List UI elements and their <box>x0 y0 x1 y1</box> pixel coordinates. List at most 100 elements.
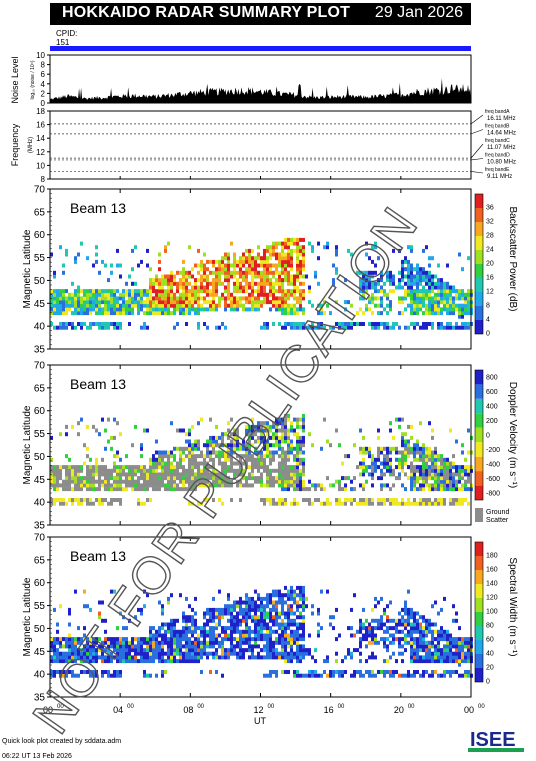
heatmap-cell <box>278 417 281 422</box>
heatmap-cell <box>419 468 422 473</box>
heatmap-cell <box>254 633 257 638</box>
heatmap-cell <box>332 278 335 283</box>
heatmap-cell <box>467 501 470 506</box>
heatmap-cell <box>74 498 77 502</box>
heatmap-cell <box>284 322 287 326</box>
heatmap-cell <box>266 424 269 429</box>
heatmap-cell <box>413 651 416 656</box>
heatmap-cell <box>266 640 269 645</box>
heatmap-cell <box>434 479 437 484</box>
heatmap-cell <box>302 622 305 627</box>
heatmap-cell <box>122 659 125 664</box>
heatmap-cell <box>395 659 398 664</box>
heatmap-cell <box>233 443 236 448</box>
heatmap-cell <box>95 322 98 326</box>
heatmap-cell <box>248 648 251 653</box>
heatmap-cell <box>434 446 437 451</box>
heatmap-cell <box>185 311 188 316</box>
heatmap-cell <box>440 281 443 286</box>
heatmap-cell <box>461 476 464 481</box>
heatmap-cell <box>131 487 134 492</box>
heatmap-cell <box>68 303 71 308</box>
heatmap-cell <box>89 655 92 660</box>
heatmap-cell <box>224 285 227 290</box>
heatmap-cell <box>110 640 113 645</box>
heatmap-cell <box>179 479 182 484</box>
heatmap-cell <box>428 303 431 308</box>
heatmap-cell <box>389 498 392 502</box>
colorbar-tick-label: 40 <box>486 651 494 658</box>
heatmap-cell <box>137 487 140 492</box>
heatmap-cell <box>443 487 446 492</box>
heatmap-cell <box>65 487 68 492</box>
heatmap-cell <box>365 270 368 275</box>
heatmap-cell <box>152 479 155 484</box>
heatmap-cell <box>437 640 440 645</box>
heatmap-cell <box>440 322 443 326</box>
heatmap-cell <box>77 468 80 473</box>
heatmap-cell <box>65 483 68 488</box>
heatmap-cell <box>239 468 242 473</box>
heatmap-cell <box>227 655 230 660</box>
heatmap-cell <box>437 457 440 462</box>
heatmap-cell <box>71 303 74 308</box>
heatmap-cell <box>428 498 431 502</box>
heatmap-cell <box>440 468 443 473</box>
heatmap-cell <box>77 648 80 653</box>
heatmap-cell <box>257 604 260 609</box>
heatmap-cell <box>263 281 266 286</box>
heatmap-cell <box>203 615 206 620</box>
heatmap-cell <box>125 465 128 470</box>
heatmap-cell <box>164 622 167 627</box>
heatmap-cell <box>440 487 443 492</box>
heatmap-cell <box>248 307 251 312</box>
heatmap-cell <box>368 450 371 455</box>
heatmap-cell <box>191 292 194 297</box>
heatmap-cell <box>290 618 293 623</box>
heatmap-cell <box>212 439 215 444</box>
heatmap-cell <box>107 325 110 330</box>
heatmap-cell <box>287 428 290 433</box>
heatmap-cell <box>140 476 143 481</box>
heatmap-cell <box>398 673 401 678</box>
heatmap-cell <box>179 629 182 634</box>
heatmap-cell <box>359 640 362 645</box>
heatmap-cell <box>185 296 188 301</box>
heatmap-cell <box>209 611 212 616</box>
heatmap-cell <box>59 604 62 609</box>
heatmap-cell <box>371 629 374 634</box>
heatmap-cell <box>374 285 377 290</box>
heatmap-cell <box>425 468 428 473</box>
heatmap-cell <box>155 472 158 477</box>
heatmap-cell <box>281 252 284 257</box>
heatmap-cell <box>209 640 212 645</box>
heatmap-cell <box>182 483 185 488</box>
heatmap-cell <box>428 651 431 656</box>
heatmap-cell <box>410 296 413 301</box>
heatmap-cell <box>422 501 425 506</box>
heatmap-cell <box>398 640 401 645</box>
heatmap-cell <box>227 435 230 440</box>
heatmap-cell <box>368 465 371 470</box>
heatmap-cell <box>89 648 92 653</box>
heatmap-cell <box>275 303 278 308</box>
heatmap-cell <box>422 479 425 484</box>
heatmap-cell <box>353 593 356 598</box>
heatmap-cell <box>413 659 416 664</box>
heatmap-cell <box>185 655 188 660</box>
heatmap-cell <box>239 483 242 488</box>
heatmap-cell <box>284 476 287 481</box>
heatmap-cell <box>410 640 413 645</box>
heatmap-cell <box>395 626 398 631</box>
heatmap-cell <box>251 296 254 301</box>
heatmap-cell <box>164 659 167 664</box>
heatmap-cell <box>185 637 188 642</box>
heatmap-cell <box>293 248 296 253</box>
heatmap-cell <box>407 292 410 297</box>
heatmap-cell <box>212 285 215 290</box>
heatmap-cell <box>380 618 383 623</box>
heatmap-cell <box>191 443 194 448</box>
heatmap-cell <box>284 479 287 484</box>
heatmap-cell <box>233 303 236 308</box>
heatmap-cell <box>440 501 443 506</box>
